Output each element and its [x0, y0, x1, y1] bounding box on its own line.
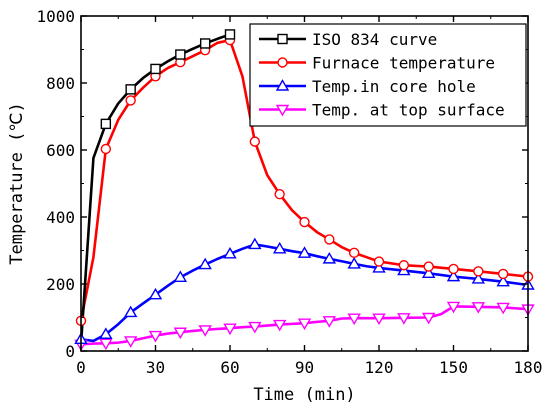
legend-items: ISO 834 curve Furnace temperature Temp.in … — [259, 30, 505, 120]
series-marker-1 — [199, 38, 211, 49]
series-marker-2 — [448, 263, 459, 275]
series-marker-2 — [100, 143, 112, 155]
series-marker-2 — [423, 261, 434, 272]
legend-marker-3 — [275, 79, 290, 91]
y-axis-title: Temperature (℃) — [7, 102, 27, 264]
series-marker-4 — [496, 302, 510, 315]
series-marker-2 — [324, 234, 335, 245]
series-marker-3 — [347, 257, 361, 269]
series-marker-3 — [322, 251, 337, 264]
series-marker-4 — [372, 313, 386, 326]
legend-marker-4 — [275, 104, 290, 117]
series-marker-3 — [198, 257, 212, 270]
legend-label-1: ISO 834 curve — [312, 30, 437, 49]
series-marker-3 — [297, 246, 312, 258]
series-marker-4 — [471, 302, 486, 314]
x-axis-ticks: 0 30 60 90 120 150 180 — [76, 16, 542, 377]
series-marker-4 — [99, 338, 113, 351]
series-marker-3 — [372, 261, 386, 273]
y-tick-label: 600 — [46, 141, 75, 160]
series-marker-4 — [272, 319, 287, 332]
x-axis-title: Time (min) — [253, 385, 355, 405]
legend-marker-2 — [277, 57, 288, 68]
series-marker-3 — [99, 327, 113, 339]
series-marker-1 — [175, 49, 186, 60]
series-marker-2 — [249, 136, 261, 147]
y-tick-label: 800 — [46, 74, 75, 93]
y-axis-ticks: 0 200 400 600 800 1000 — [36, 7, 528, 361]
series-marker-4 — [446, 301, 461, 314]
series-marker-2 — [274, 189, 285, 200]
series-marker-4 — [223, 323, 237, 336]
series-marker-4 — [198, 325, 212, 337]
series-marker-3 — [496, 274, 510, 287]
series-marker-1 — [150, 63, 161, 75]
x-tick-label: 120 — [365, 358, 394, 377]
series-markers-top — [74, 29, 535, 352]
series-marker-3 — [148, 287, 163, 300]
series-marker-2 — [348, 247, 360, 259]
series-marker-1 — [100, 118, 112, 130]
series-line-4 — [80, 305, 529, 346]
series-marker-4 — [148, 330, 163, 343]
legend-marker-1 — [277, 33, 288, 45]
series-marker-2 — [398, 260, 410, 271]
legend-label-2: Furnace temperature — [312, 54, 495, 73]
y-tick-label: 0 — [65, 342, 75, 361]
x-tick-label: 30 — [146, 358, 165, 377]
series-marker-4 — [347, 313, 361, 326]
series-marker-4 — [173, 327, 188, 340]
series-marker-2 — [473, 266, 484, 277]
series-marker-2 — [299, 216, 310, 228]
x-tick-label: 60 — [220, 358, 239, 377]
legend-label-4: Temp. at top surface — [312, 101, 505, 120]
series-marker-3 — [248, 237, 262, 250]
series-marker-4 — [397, 313, 411, 325]
series-marker-2 — [373, 256, 385, 267]
series-marker-4 — [322, 316, 337, 328]
series-marker-2 — [125, 95, 136, 106]
x-tick-label: 90 — [295, 358, 314, 377]
x-tick-label: 180 — [514, 358, 543, 377]
series-marker-1 — [125, 84, 136, 95]
series-marker-4 — [421, 312, 436, 325]
series-marker-3 — [223, 246, 237, 259]
series-marker-1 — [224, 29, 236, 40]
series-marker-3 — [446, 269, 461, 282]
series-marker-4 — [248, 321, 262, 334]
series-marker-3 — [421, 266, 436, 278]
x-tick-label: 0 — [76, 358, 86, 377]
series-marker-3 — [173, 270, 188, 282]
series-marker-4 — [123, 336, 138, 348]
series-marker-4 — [297, 318, 312, 331]
legend: ISO 834 curve Furnace temperature Temp.in … — [249, 23, 527, 127]
legend-label-3: Temp.in core hole — [312, 77, 476, 96]
series-marker-2 — [497, 268, 509, 280]
x-tick-label: 150 — [439, 358, 468, 377]
series-marker-3 — [123, 305, 138, 318]
series-marker-3 — [471, 272, 486, 284]
y-tick-label: 1000 — [36, 7, 75, 26]
y-tick-label: 400 — [46, 208, 75, 227]
y-tick-label: 200 — [46, 275, 75, 294]
series-marker-3 — [272, 241, 287, 254]
